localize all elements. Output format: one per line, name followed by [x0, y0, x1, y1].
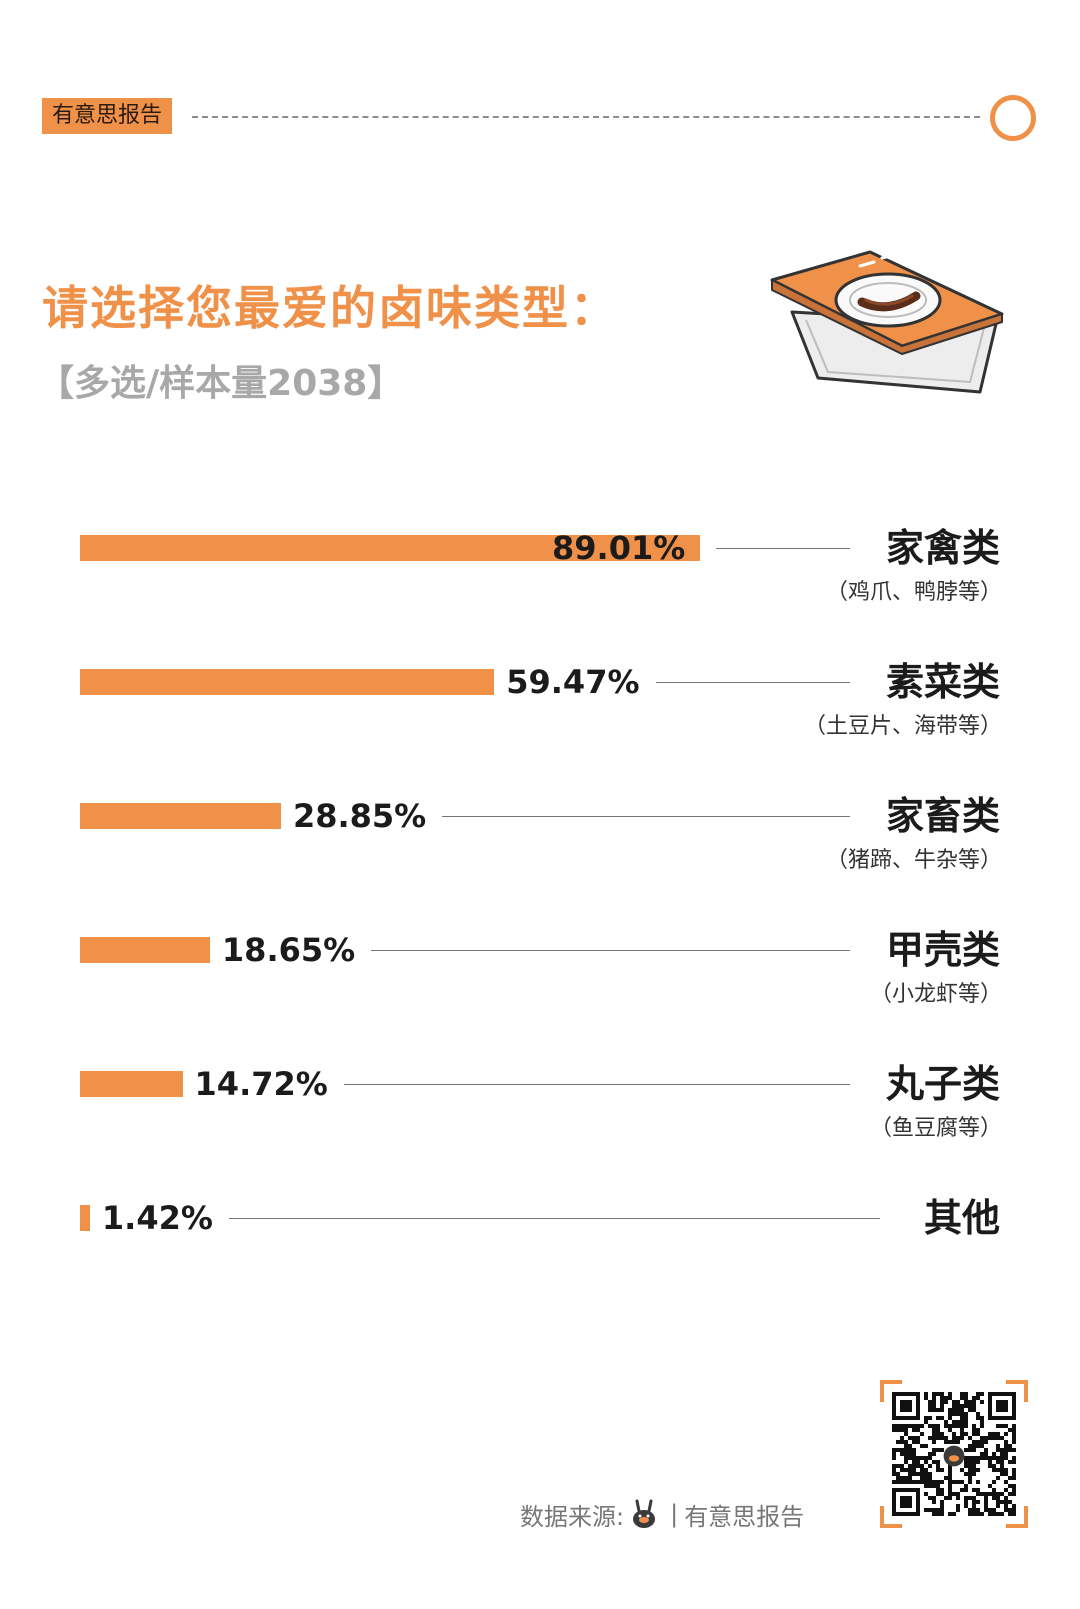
chart-title: 请选择您最爱的卤味类型： [42, 281, 618, 335]
data-source: 数据来源: | 有意思报告 [520, 1497, 804, 1531]
category-label: 素菜类 [885, 660, 1000, 704]
connector-line [716, 548, 850, 549]
bar [80, 1205, 90, 1231]
mascot-icon [633, 1499, 656, 1528]
brand-tag: 有意思报告 [42, 98, 173, 134]
connector-line [655, 682, 850, 683]
connector-line [228, 1218, 880, 1219]
value-label: 14.72% [194, 1065, 328, 1103]
bar [80, 803, 281, 829]
category-examples: （鸡爪、鸭脖等） [825, 580, 1002, 605]
source-label: 数据来源: [520, 1502, 625, 1531]
category-examples: （鱼豆腐等） [869, 1116, 1002, 1141]
category-examples: （猪蹄、牛杂等） [825, 848, 1002, 873]
connector-line [442, 816, 850, 817]
bar [80, 669, 495, 695]
category-examples: （土豆片、海带等） [803, 714, 1002, 739]
value-label: 18.65% [221, 931, 356, 969]
category-examples: （小龙虾等） [869, 982, 1002, 1007]
category-label: 丸子类 [885, 1062, 1000, 1106]
connector-line [371, 950, 850, 951]
category-label: 家禽类 [885, 526, 1000, 570]
bar [80, 1071, 183, 1097]
header-circle-icon [990, 95, 1036, 141]
value-label: 1.42% [101, 1199, 213, 1237]
value-label: 89.01% [552, 529, 686, 567]
value-label: 28.85% [292, 797, 427, 835]
connector-line [343, 1084, 850, 1085]
value-label: 59.47% [506, 663, 640, 701]
chart-subtitle: 【多选/样本量2038】 [38, 363, 404, 404]
qr-code-block [880, 1380, 1028, 1528]
category-label: 甲壳类 [885, 928, 1000, 972]
qr-frame-icon [880, 1380, 1028, 1528]
qr-code [892, 1392, 1016, 1516]
header-dashed-line [192, 116, 980, 118]
source-name: 有意思报告 [684, 1502, 805, 1531]
category-label: 家畜类 [885, 794, 1000, 838]
bar [80, 937, 210, 963]
food-tray-icon [770, 250, 1004, 394]
bar [80, 535, 700, 561]
category-label: 其他 [923, 1196, 1000, 1240]
source-separator: | [670, 1500, 679, 1528]
